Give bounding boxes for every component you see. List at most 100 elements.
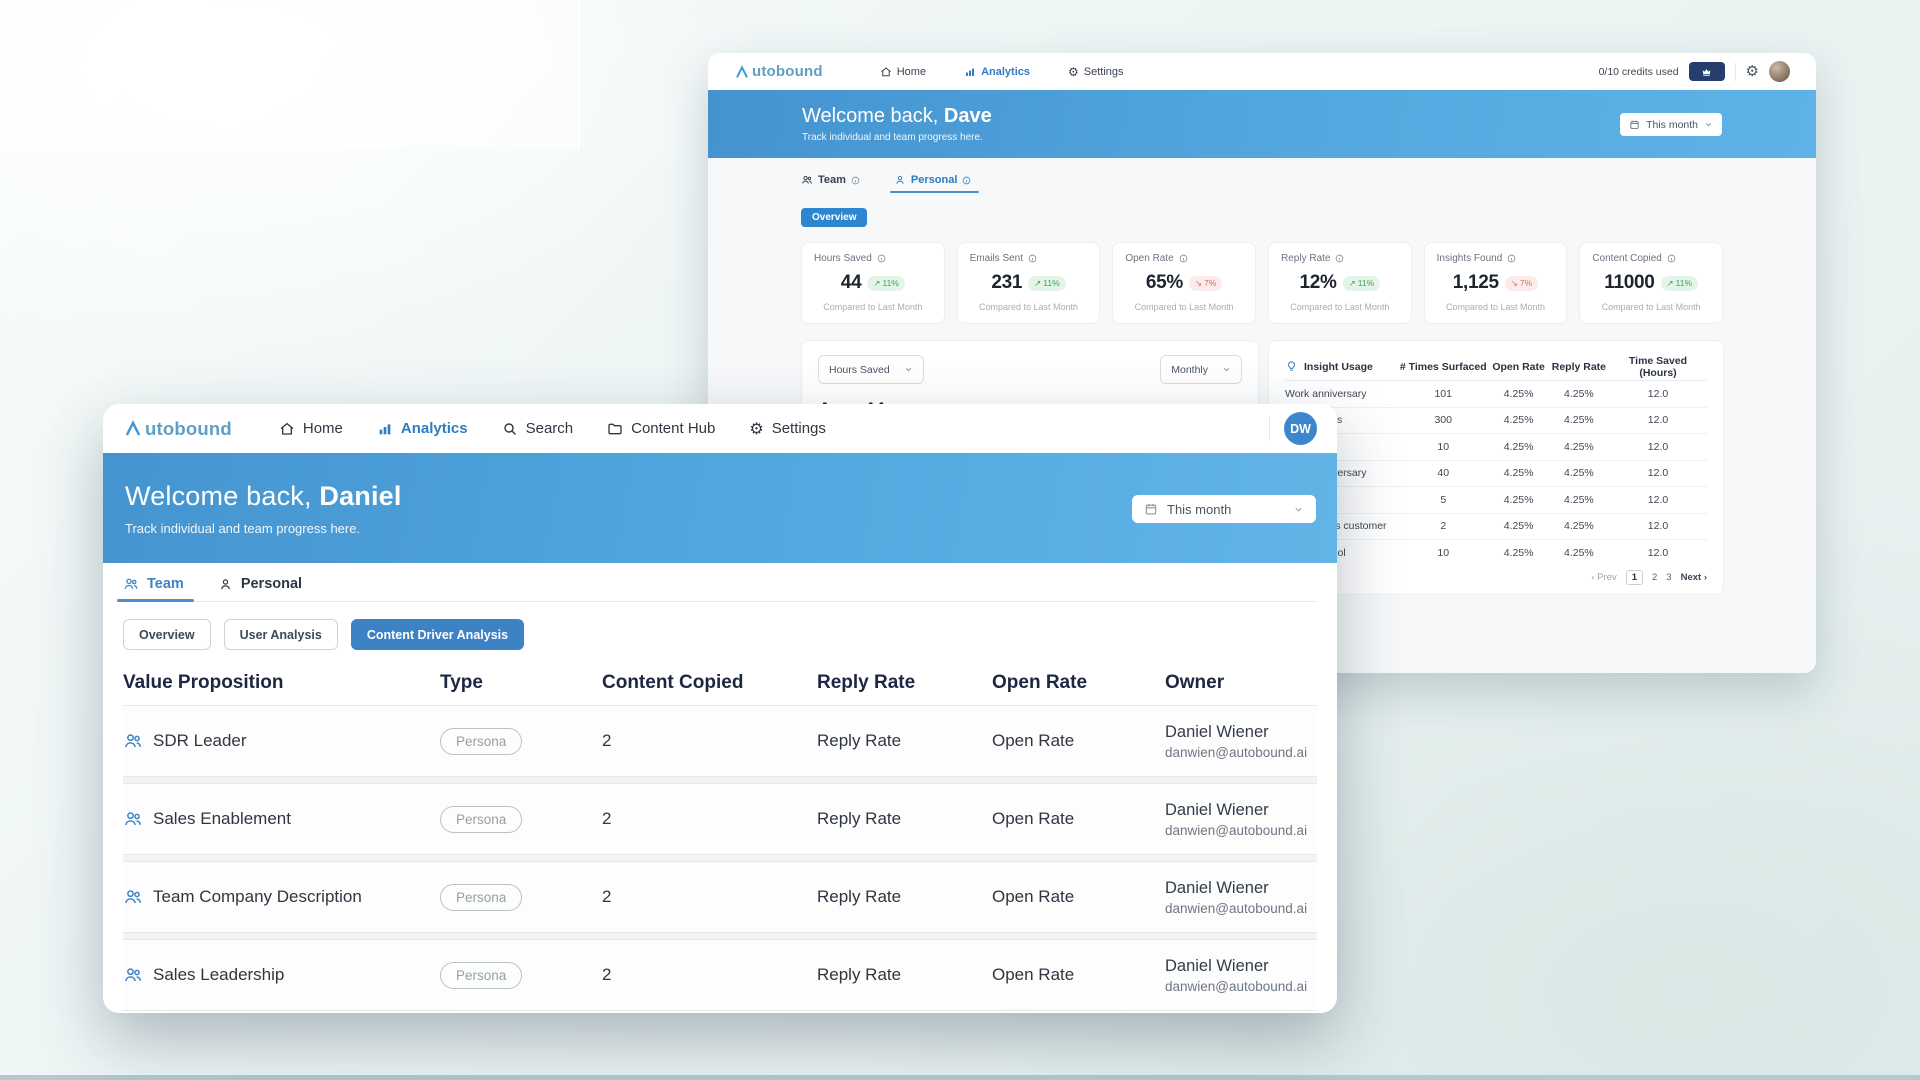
pagination-page-2[interactable]: 2 [1652, 572, 1658, 583]
col-content-copied: Content Copied [602, 671, 744, 693]
chevron-down-icon [1222, 365, 1231, 374]
stat-value: 1,125 [1452, 272, 1499, 293]
trend-arrow-icon [1349, 278, 1356, 289]
metric-select-value: Hours Saved [829, 363, 890, 376]
tab-personal[interactable]: Personal [889, 174, 980, 193]
welcome-banner: Welcome back, Daniel Track individual an… [103, 453, 1337, 563]
info-icon[interactable] [877, 254, 886, 263]
app-header: utobound Home Analytics ⚙ Settings 0/10 … [708, 53, 1816, 90]
insight-row[interactable]: More details 300 4.25% 4.25% 12.0 [1285, 408, 1707, 434]
insight-row[interactable]: Promoted 10 4.25% 4.25% 12.0 [1285, 434, 1707, 461]
nav-item-settings[interactable]: ⚙ Settings [732, 420, 843, 437]
persona-group-icon [123, 731, 143, 751]
table-row[interactable]: Sales Enablement Persona 2 Reply Rate Op… [123, 783, 1317, 855]
period-dropdown[interactable]: This month [1620, 113, 1722, 136]
header-actions: DW [1269, 412, 1317, 445]
user-analysis-button[interactable]: User Analysis [223, 619, 338, 650]
interval-select[interactable]: Monthly [1160, 355, 1242, 384]
col-type: Type [440, 671, 483, 693]
col-value-proposition: Value Proposition [123, 671, 284, 693]
upgrade-crown-button[interactable] [1688, 62, 1725, 81]
trend-value: 11% [1675, 278, 1693, 288]
insight-name: Work anniversary [1285, 387, 1367, 400]
nav-item-search[interactable]: Search [485, 420, 591, 437]
stat-value: 12% [1299, 272, 1337, 293]
welcome-subtitle: Track individual and team progress here. [802, 132, 983, 143]
insight-row[interactable]: Hobby 5 4.25% 4.25% 12.0 [1285, 487, 1707, 514]
user-avatar[interactable]: DW [1284, 412, 1317, 445]
nav-item-analytics[interactable]: Analytics [945, 66, 1049, 78]
insight-row[interactable]: Work anniversary 40 4.25% 4.25% 12.0 [1285, 461, 1707, 487]
col-time-saved: Time Saved (Hours) [1628, 354, 1688, 379]
user-avatar[interactable] [1769, 61, 1790, 82]
nav-item-home[interactable]: Home [861, 66, 945, 78]
table-row[interactable]: Sales Leadership Persona 2 Reply Rate Op… [123, 939, 1317, 1011]
autobound-logo[interactable]: utobound [734, 63, 823, 80]
nav-item-home[interactable]: Home [262, 420, 360, 437]
pagination-page-3[interactable]: 3 [1666, 572, 1672, 583]
stat-card-content-copied: Content Copied 11000 11% Compared to Last… [1579, 242, 1723, 324]
col-owner: Owner [1165, 671, 1225, 693]
tab-personal[interactable]: Personal [218, 576, 302, 601]
info-icon[interactable] [1507, 254, 1516, 263]
nav-item-settings[interactable]: ⚙ Settings [1049, 66, 1143, 78]
tab-team[interactable]: Team [801, 174, 860, 193]
nav-label: Analytics [981, 65, 1030, 78]
search-icon [502, 421, 518, 437]
overview-pill-button[interactable]: Overview [801, 208, 868, 227]
table-row[interactable]: Team Company Description Persona 2 Reply… [123, 861, 1317, 933]
stat-card-insights-found: Insights Found 1,125 7% Compared to Last … [1423, 242, 1568, 324]
home-icon [279, 421, 295, 437]
info-icon[interactable] [1667, 254, 1676, 263]
pagination-page-1[interactable]: 1 [1625, 570, 1643, 585]
pagination-prev[interactable]: ‹ Prev [1591, 572, 1617, 583]
content-copied-value: 2 [602, 731, 612, 750]
type-badge: Persona [440, 961, 523, 989]
welcome-subtitle: Track individual and team progress here. [125, 520, 361, 536]
value-proposition-name: Sales Enablement [153, 809, 291, 828]
overview-button[interactable]: Overview [123, 619, 211, 650]
welcome-title: Welcome back, Daniel [125, 481, 1315, 512]
chevron-down-icon [1704, 120, 1713, 129]
trend-badge: 7% [1189, 275, 1223, 291]
info-icon[interactable] [1028, 254, 1037, 263]
table-row[interactable]: SDR Leader Persona 2 Reply Rate Open Rat… [123, 705, 1317, 777]
stat-value: 65% [1145, 272, 1184, 293]
pagination: ‹ Prev 1 2 3 Next › [1591, 570, 1707, 585]
nav-item-content-hub[interactable]: Content Hub [590, 420, 732, 437]
welcome-greeting: Welcome back, [802, 105, 939, 127]
period-dropdown[interactable]: This month [1132, 495, 1316, 523]
settings-gear-icon[interactable]: ⚙ [1745, 62, 1759, 80]
trend-arrow-icon [1667, 278, 1674, 289]
chevron-down-icon [904, 365, 913, 374]
info-icon[interactable] [851, 176, 860, 185]
info-icon[interactable] [1179, 254, 1188, 263]
gear-icon: ⚙ [1068, 64, 1079, 79]
stat-label: Open Rate [1125, 253, 1174, 264]
tab-team[interactable]: Team [117, 576, 194, 602]
info-icon[interactable] [962, 176, 971, 185]
insight-row[interactable]: Company is customer 2 4.25% 4.25% 12.0 [1285, 514, 1707, 540]
person-icon [894, 174, 906, 186]
metric-select[interactable]: Hours Saved [818, 355, 924, 384]
insight-row[interactable]: Same school 10 4.25% 4.25% 12.0 [1285, 540, 1707, 566]
nav-item-analytics[interactable]: Analytics [360, 420, 485, 437]
analysis-filter-buttons: Overview User Analysis Content Driver An… [123, 619, 1317, 650]
trend-arrow-icon [873, 278, 880, 289]
content-driver-analysis-button[interactable]: Content Driver Analysis [350, 619, 525, 650]
insight-row[interactable]: Work anniversary 101 4.25% 4.25% 12.0 [1285, 381, 1707, 408]
col-reply-rate: Reply Rate [817, 671, 916, 693]
autobound-logo[interactable]: utobound [123, 418, 232, 440]
nav-label: Settings [1083, 65, 1124, 78]
stat-card-hours-saved: Hours Saved 44 11% Compared to Last Month [801, 242, 945, 324]
trend-badge: 7% [1504, 275, 1539, 291]
background-bottom-edge [0, 1075, 1920, 1080]
info-icon[interactable] [1335, 254, 1344, 263]
main-nav: Home Analytics Search Content Hub ⚙ Sett… [262, 420, 843, 437]
pagination-next[interactable]: Next › [1680, 572, 1707, 583]
welcome-username: Daniel [319, 480, 402, 511]
reply-rate-value: Reply Rate [817, 809, 902, 828]
analytics-icon [964, 66, 976, 78]
trend-value: 11% [882, 278, 899, 288]
persona-group-icon [123, 965, 143, 985]
